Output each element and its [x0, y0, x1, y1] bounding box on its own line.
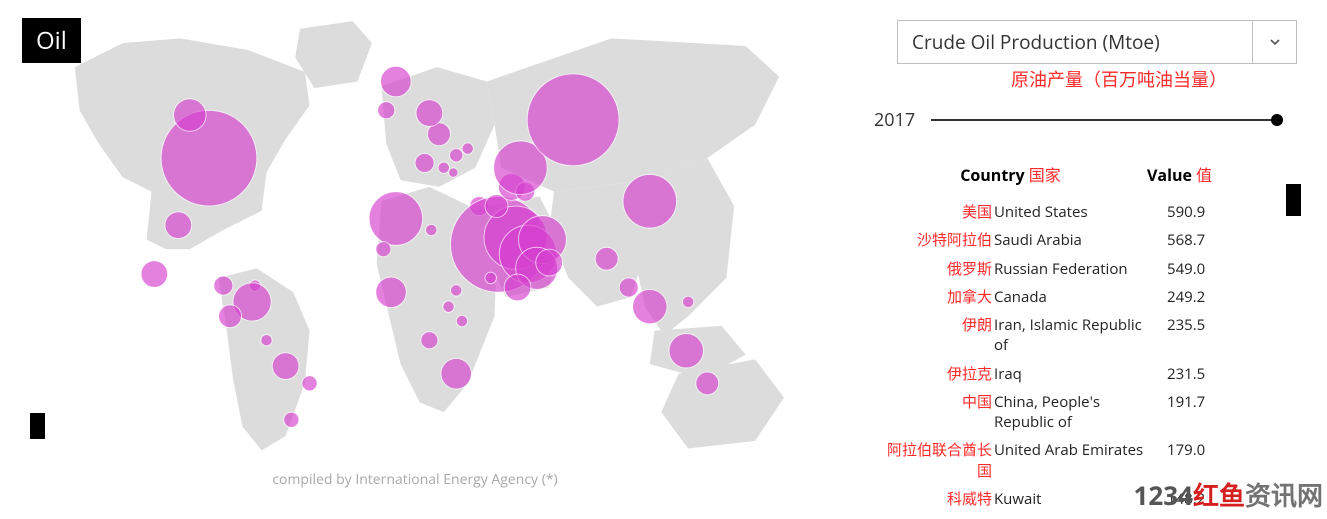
map-bubble[interactable]: [619, 278, 638, 297]
row-country-cn: 加拿大: [874, 287, 994, 307]
row-value: 191.7: [1167, 392, 1257, 412]
table-header: Country 国家 Value 值: [834, 156, 1297, 198]
row-country-en: Iran, Islamic Republic of: [994, 315, 1167, 356]
row-country-en: United Arab Emirates: [994, 440, 1167, 460]
map-bubble[interactable]: [381, 66, 412, 97]
table-row[interactable]: 加拿大Canada249.2: [874, 283, 1257, 311]
row-country-en: Russian Federation: [994, 259, 1167, 279]
map-bubble[interactable]: [623, 174, 677, 228]
row-value: 231.5: [1167, 364, 1257, 384]
world-map[interactable]: [0, 0, 830, 460]
watermark-red: 红鱼: [1193, 477, 1245, 513]
map-bubble[interactable]: [450, 149, 463, 162]
map-area: Oil: [0, 0, 830, 519]
map-bubble[interactable]: [443, 301, 455, 313]
table-row[interactable]: 中国China, People's Republic of191.7: [874, 388, 1257, 437]
map-bubble[interactable]: [161, 110, 257, 206]
row-country-en: United States: [994, 202, 1167, 222]
watermark-num: 1234: [1134, 477, 1193, 513]
map-bubble[interactable]: [669, 334, 704, 369]
map-attribution: compiled by International Energy Agency …: [0, 470, 830, 489]
map-bubble[interactable]: [504, 274, 531, 301]
map-bubble[interactable]: [272, 353, 299, 380]
row-country-cn: 科威特: [874, 489, 994, 509]
map-bubble[interactable]: [633, 289, 668, 324]
th-country-cn: 国家: [1029, 164, 1061, 186]
table-row[interactable]: 美国United States590.9: [874, 198, 1257, 226]
map-bubble[interactable]: [449, 168, 459, 178]
map-bubble[interactable]: [421, 332, 438, 349]
map-bubble[interactable]: [441, 358, 472, 389]
row-country-en: Canada: [994, 287, 1167, 307]
map-bubble[interactable]: [141, 261, 168, 288]
row-country-cn: 伊朗: [874, 315, 994, 335]
map-bubble[interactable]: [214, 276, 233, 295]
map-bubble[interactable]: [527, 74, 619, 166]
table-row[interactable]: 伊拉克Iraq231.5: [874, 360, 1257, 388]
map-bubble[interactable]: [682, 296, 694, 308]
th-value-cn: 值: [1196, 164, 1212, 186]
map-bubble[interactable]: [416, 100, 443, 127]
map-bubble[interactable]: [462, 143, 474, 155]
th-value: Value: [1147, 164, 1192, 186]
table-row[interactable]: 俄罗斯Russian Federation549.0: [874, 255, 1257, 283]
row-value: 568.7: [1167, 230, 1257, 250]
row-value: 249.2: [1167, 287, 1257, 307]
map-bubble[interactable]: [369, 192, 423, 246]
map-bubble[interactable]: [426, 224, 438, 236]
row-value: 235.5: [1167, 315, 1257, 335]
map-bubble[interactable]: [302, 376, 317, 391]
category-badge: Oil: [22, 18, 81, 63]
row-country-en: Iraq: [994, 364, 1167, 384]
map-bubble[interactable]: [284, 412, 299, 427]
row-country-cn: 俄罗斯: [874, 259, 994, 279]
map-bubble[interactable]: [376, 242, 391, 257]
map-bubble[interactable]: [415, 153, 434, 172]
row-value: 590.9: [1167, 202, 1257, 222]
map-bubble[interactable]: [174, 99, 207, 132]
row-country-cn: 伊拉克: [874, 364, 994, 384]
panel-scroll-handle[interactable]: [1286, 184, 1301, 216]
map-bubble[interactable]: [696, 372, 719, 395]
row-value: 179.0: [1167, 440, 1257, 460]
row-country-cn: 阿拉伯联合酋长国: [874, 440, 994, 481]
map-bubble[interactable]: [595, 247, 618, 270]
row-country-en: Saudi Arabia: [994, 230, 1167, 250]
watermark-rest: 资讯网: [1245, 477, 1323, 513]
row-country-en: China, People's Republic of: [994, 392, 1167, 433]
map-bubble[interactable]: [536, 249, 563, 276]
metric-subtitle-cn: 原油产量（百万吨油当量）: [834, 66, 1297, 92]
metric-dropdown[interactable]: Crude Oil Production (Mtoe): [897, 20, 1297, 64]
map-bubble[interactable]: [438, 162, 450, 174]
chevron-down-icon: [1252, 21, 1296, 63]
row-value: 549.0: [1167, 259, 1257, 279]
year-label: 2017: [874, 108, 915, 132]
map-bubble[interactable]: [165, 212, 192, 239]
map-bubble[interactable]: [261, 334, 273, 346]
map-bubble[interactable]: [219, 305, 242, 328]
map-bubble[interactable]: [376, 277, 407, 308]
map-bubble[interactable]: [456, 315, 468, 327]
map-bubble[interactable]: [485, 272, 497, 284]
map-bubble[interactable]: [378, 102, 395, 119]
metric-dropdown-label: Crude Oil Production (Mtoe): [898, 21, 1252, 63]
map-bubble[interactable]: [450, 285, 462, 297]
data-table-body: 美国United States590.9沙特阿拉伯Saudi Arabia568…: [834, 198, 1297, 513]
watermark: 1234红鱼资讯网: [1134, 476, 1324, 513]
row-country-cn: 美国: [874, 202, 994, 222]
table-row[interactable]: 伊朗Iran, Islamic Republic of235.5: [874, 311, 1257, 360]
row-country-cn: 沙特阿拉伯: [874, 230, 994, 250]
row-country-cn: 中国: [874, 392, 994, 412]
map-scroll-handle-left[interactable]: [30, 413, 45, 439]
th-country: Country: [960, 164, 1024, 186]
table-row[interactable]: 沙特阿拉伯Saudi Arabia568.7: [874, 226, 1257, 254]
year-slider[interactable]: [931, 119, 1277, 121]
data-panel: Crude Oil Production (Mtoe) 原油产量（百万吨油当量）…: [830, 0, 1327, 519]
